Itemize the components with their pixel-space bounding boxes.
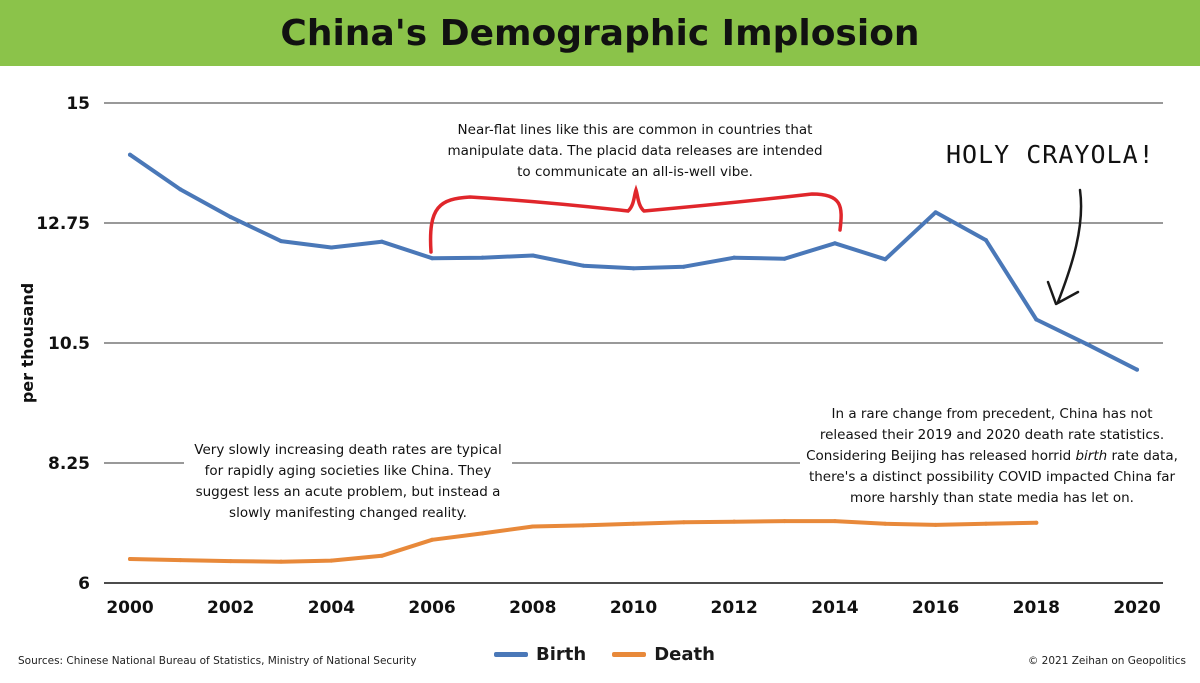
death-rate-annotation: Very slowly increasing death rates are t… [184, 440, 512, 524]
data-point-death [480, 531, 485, 536]
source-note: Sources: Chinese National Bureau of Stat… [18, 655, 417, 667]
data-point-birth [128, 152, 132, 157]
data-point-death [581, 523, 586, 528]
x-tick-label: 2010 [610, 598, 657, 618]
data-point-death [178, 558, 183, 563]
data-point-death [681, 520, 686, 525]
copyright-note: © 2021 Zeihan on Geopolitics [1027, 655, 1186, 667]
legend-item-birth: Birth [494, 644, 586, 665]
data-point-death [379, 553, 384, 558]
x-tick-label: 2016 [912, 598, 959, 618]
data-point-birth [933, 210, 938, 215]
data-point-death [732, 519, 737, 524]
covid-annotation: In a rare change from precedent, China h… [800, 404, 1184, 509]
data-point-birth [1034, 317, 1039, 322]
covid-annotation-emphasis: birth [1075, 448, 1108, 464]
legend: Birth Death [494, 644, 715, 665]
data-point-birth [732, 255, 737, 260]
series-lines [128, 152, 1139, 564]
y-tick-label: 15 [66, 94, 90, 114]
flat-bracket [428, 184, 843, 254]
x-tick-label: 2002 [207, 598, 254, 618]
data-point-death [832, 519, 837, 524]
legend-swatch-birth [494, 652, 528, 657]
chart-title: China's Demographic Implosion [280, 12, 920, 54]
data-point-death [933, 522, 938, 527]
data-point-death [631, 521, 636, 526]
arrow-icon [1046, 188, 1083, 306]
data-point-birth [782, 256, 787, 261]
data-point-birth [1084, 342, 1089, 347]
legend-item-death: Death [612, 644, 715, 665]
data-point-death [883, 521, 888, 526]
legend-label-birth: Birth [536, 644, 587, 665]
data-point-death [983, 521, 988, 526]
data-point-birth [983, 238, 988, 243]
x-tick-label: 2018 [1013, 598, 1060, 618]
data-point-birth [681, 264, 686, 269]
x-tick-label: 2004 [308, 598, 355, 618]
data-point-birth [329, 245, 334, 250]
data-point-birth [832, 241, 837, 246]
x-tick-label: 2000 [106, 598, 153, 618]
data-point-birth [883, 257, 888, 262]
data-point-death [1034, 520, 1039, 525]
data-point-death [128, 557, 132, 561]
data-point-birth [530, 253, 535, 258]
data-point-birth [480, 255, 485, 260]
x-tick-label: 2014 [811, 598, 858, 618]
data-point-birth [430, 256, 435, 261]
series-line-birth [128, 152, 1139, 372]
data-point-birth [1135, 367, 1139, 372]
x-axis-ticks: 2000 2002 2004 2006 2008 2010 2012 2014 2016 2018… [106, 598, 1160, 618]
y-tick-label: 6 [78, 574, 90, 594]
data-point-death [430, 537, 435, 542]
y-tick-label: 12.75 [36, 214, 90, 234]
data-point-birth [379, 239, 384, 244]
x-tick-label: 2008 [509, 598, 556, 618]
line-chart: 15 12.75 10.5 8.25 6 2000 2002 2004 2006 2008 201… [18, 94, 1163, 618]
data-point-birth [178, 187, 183, 192]
legend-label-death: Death [654, 644, 715, 665]
data-point-death [228, 559, 233, 564]
data-point-death [530, 524, 535, 529]
data-point-birth [279, 239, 284, 244]
data-point-death [329, 558, 334, 563]
x-tick-label: 2020 [1113, 598, 1160, 618]
y-tick-label: 8.25 [48, 454, 90, 474]
data-point-birth [228, 215, 233, 220]
y-tick-label: 10.5 [48, 334, 90, 354]
covid-annotation-part-1: In a rare change from precedent, China h… [806, 406, 1165, 464]
data-point-death [782, 519, 787, 524]
flat-data-annotation: Near-flat lines like this are common in … [445, 120, 825, 183]
data-point-birth [581, 263, 586, 268]
x-tick-label: 2012 [711, 598, 758, 618]
x-tick-label: 2006 [408, 598, 455, 618]
y-axis-ticks: 15 12.75 10.5 8.25 6 [36, 94, 90, 594]
covid-annotation-part-2: rate data, there's a distinct possibilit… [808, 448, 1178, 506]
title-banner: China's Demographic Implosion [0, 0, 1200, 66]
y-axis-label: per thousand [18, 283, 37, 403]
legend-swatch-death [612, 652, 647, 657]
data-point-death [279, 559, 284, 564]
holy-crayola-annotation: HOLY CRAYOLA! [946, 140, 1155, 169]
data-point-birth [631, 266, 636, 271]
